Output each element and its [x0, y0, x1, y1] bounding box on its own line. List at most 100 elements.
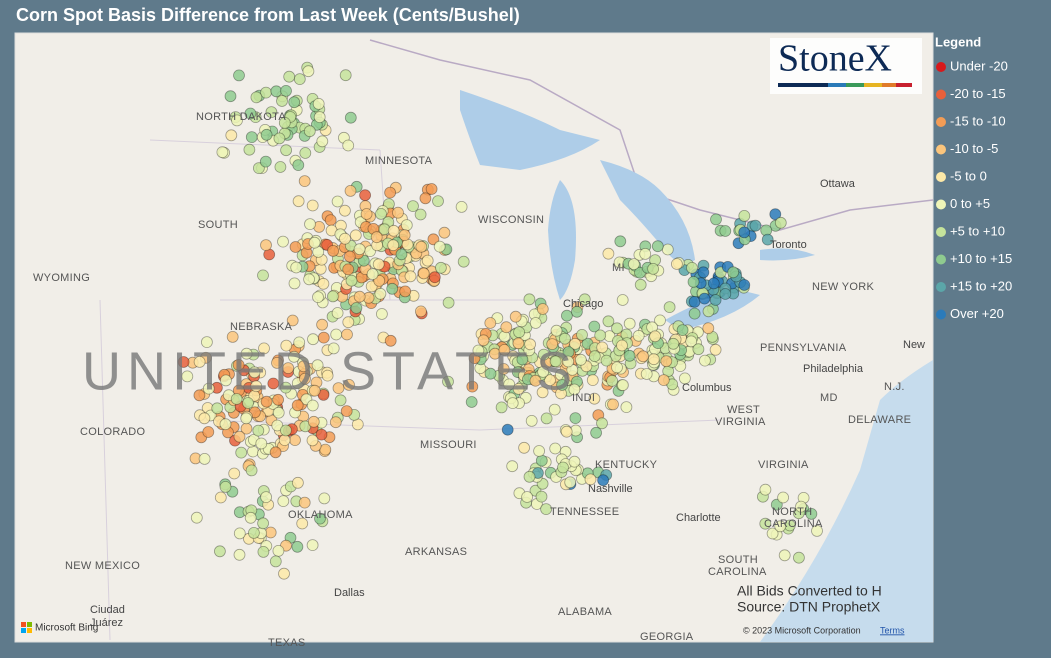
basis-dot: [231, 114, 243, 127]
basis-dot: [523, 470, 536, 483]
city-label: Philadelphia: [803, 363, 864, 375]
basis-dot: [291, 540, 304, 553]
basis-dot: [312, 98, 325, 110]
basis-dot: [584, 473, 597, 486]
terms-link[interactable]: Terms: [880, 625, 905, 635]
basis-dot: [306, 399, 319, 412]
map-label: KENTUCKY: [595, 459, 658, 471]
country-label: UNITED STATES: [82, 341, 578, 401]
basis-dot: [571, 305, 583, 318]
basis-dot: [687, 275, 700, 288]
basis-dot: [398, 229, 411, 242]
basis-dot: [319, 443, 332, 456]
legend-swatch: [936, 199, 946, 210]
note: Source: DTN ProphetX: [737, 599, 881, 615]
basis-dot: [370, 231, 383, 244]
bing-attribution: Microsoft Bing: [35, 623, 98, 634]
basis-dot: [339, 69, 352, 82]
legend-swatch: [936, 309, 946, 320]
map-label: ARKANSAS: [405, 546, 467, 558]
basis-dot: [477, 334, 490, 347]
basis-dot: [596, 341, 609, 354]
basis-dot: [540, 412, 553, 425]
basis-dot: [273, 132, 286, 145]
basis-dot: [280, 339, 293, 352]
basis-dot: [399, 285, 412, 298]
basis-dot: [344, 184, 357, 197]
basis-dot: [327, 342, 340, 355]
basis-dot: [225, 129, 238, 142]
map-label: WYOMING: [33, 272, 90, 284]
basis-dot: [293, 73, 306, 85]
basis-dot: [280, 85, 292, 97]
map-label: SOUTH: [198, 219, 238, 231]
basis-dot: [702, 305, 715, 318]
basis-dot: [340, 405, 353, 418]
basis-dot: [392, 206, 404, 219]
basis-dot: [248, 366, 261, 379]
basis-dot: [774, 216, 787, 229]
title: Corn Spot Basis Difference from Last Wee…: [16, 5, 520, 25]
basis-dot: [257, 546, 270, 558]
basis-dot: [649, 330, 661, 343]
map-label: NEW YORK: [812, 281, 874, 293]
basis-dot: [616, 294, 629, 306]
basis-dot: [288, 96, 301, 109]
note: All Bids Converted to H: [737, 583, 882, 599]
basis-dot: [414, 305, 427, 318]
basis-dot: [274, 161, 287, 173]
basis-dot: [280, 144, 293, 157]
basis-dot: [296, 517, 309, 530]
basis-dot: [331, 307, 344, 319]
basis-dot: [432, 195, 444, 208]
basis-dot: [307, 415, 320, 428]
copyright: © 2023 Microsoft Corporation: [743, 625, 861, 635]
basis-dot: [304, 218, 316, 231]
basis-dot: [240, 412, 253, 425]
basis-dot: [616, 339, 628, 352]
basis-dot: [297, 360, 310, 373]
basis-dot: [414, 208, 427, 221]
city-label: Ottawa: [820, 178, 856, 190]
basis-dot: [341, 328, 353, 341]
basis-dot: [345, 274, 358, 287]
basis-dot: [289, 434, 301, 447]
basis-dot: [278, 434, 291, 447]
basis-dot: [537, 365, 549, 378]
city-label: Chicago: [563, 298, 603, 310]
basis-dot: [219, 480, 232, 493]
basis-dot: [334, 394, 347, 407]
basis-dot: [244, 107, 257, 120]
basis-dot: [298, 496, 311, 509]
basis-dot: [676, 324, 689, 337]
basis-dot: [667, 337, 680, 350]
basis-dot: [513, 326, 525, 339]
basis-dot: [342, 263, 355, 276]
basis-dot: [395, 248, 408, 261]
basis-dot: [289, 241, 302, 253]
basis-dot: [279, 381, 292, 394]
basis-dot: [181, 370, 194, 383]
basis-dot: [623, 317, 636, 330]
basis-dot: [308, 236, 321, 249]
city-label: Toronto: [770, 239, 807, 251]
basis-dot: [710, 213, 722, 226]
basis-dot: [524, 338, 536, 351]
basis-dot: [425, 183, 438, 195]
basis-dot: [299, 147, 312, 159]
map-label: INDI: [572, 392, 595, 404]
basis-dot: [568, 383, 581, 396]
basis-dot: [278, 567, 290, 580]
basis-dot: [193, 389, 206, 402]
basis-dot: [537, 348, 550, 361]
basis-dot: [549, 355, 562, 368]
basis-dot: [260, 395, 273, 408]
basis-dot: [738, 279, 751, 291]
basis-dot: [200, 336, 213, 349]
basis-dot: [372, 258, 385, 271]
basis-dot: [536, 303, 549, 315]
basis-dot: [308, 384, 321, 397]
basis-dot: [230, 393, 243, 405]
basis-dot: [651, 240, 664, 253]
basis-dot: [321, 369, 334, 382]
